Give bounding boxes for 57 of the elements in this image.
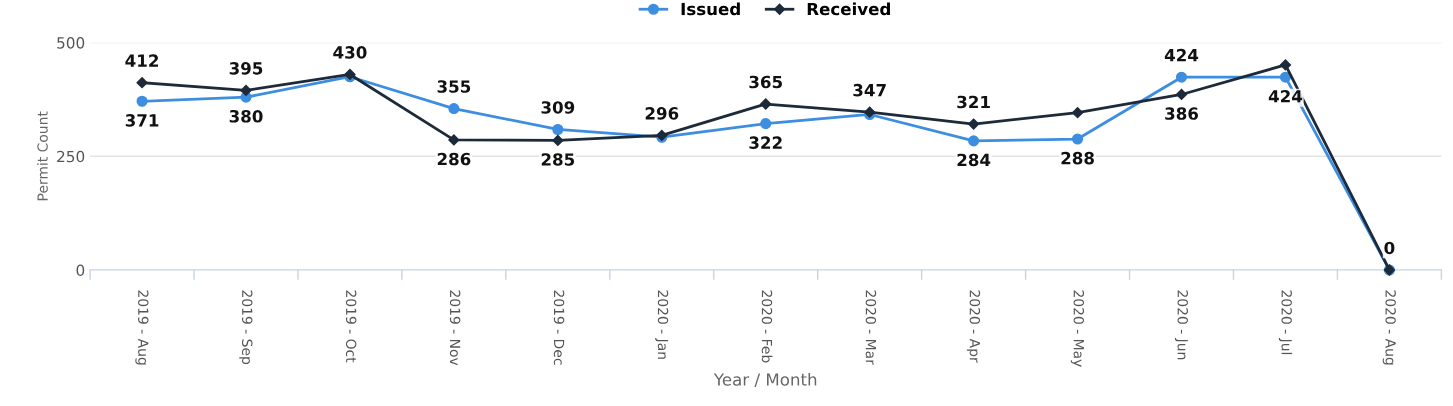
point xyxy=(1175,71,1188,83)
x-tick-label: 2019 - Nov xyxy=(449,290,461,366)
legend-label: Issued xyxy=(681,2,740,16)
point xyxy=(1072,133,1084,145)
data-label: 321 xyxy=(957,95,990,109)
data-label: 371 xyxy=(125,114,159,127)
x-tick-label: 2020 - Jan xyxy=(655,290,669,359)
point xyxy=(1279,71,1292,83)
x-tick-label: 2019 - Aug xyxy=(135,290,149,365)
data-label: 286 xyxy=(437,152,471,166)
y-tick-label: 0 xyxy=(76,264,85,277)
x-tick-label: 2020 - May xyxy=(1070,290,1085,367)
point xyxy=(136,77,148,89)
x-tick-label: 2020 - Jun xyxy=(1174,290,1188,360)
point xyxy=(448,103,460,115)
point xyxy=(1175,88,1188,101)
data-label: 386 xyxy=(1165,107,1199,120)
data-label: 430 xyxy=(333,46,367,59)
point xyxy=(1279,59,1292,71)
x-tick-label: 2020 - Apr xyxy=(966,290,981,363)
data-label: 309 xyxy=(541,101,575,114)
point xyxy=(552,134,564,146)
x-axis-title: Year / Month xyxy=(713,372,817,388)
data-label: 412 xyxy=(125,54,159,67)
data-label: 322 xyxy=(749,136,782,149)
data-label: 288 xyxy=(1061,151,1094,165)
x-tick-label: 2020 - Aug xyxy=(1382,290,1396,365)
data-label: 365 xyxy=(749,75,782,89)
point xyxy=(968,118,980,130)
legend-label: Received xyxy=(807,2,890,16)
point xyxy=(760,118,772,130)
y-axis-title: Permit Count xyxy=(37,111,48,201)
data-label: 355 xyxy=(437,80,471,93)
x-tick-label: 2020 - Mar xyxy=(865,290,877,365)
point xyxy=(760,98,772,110)
data-label: 0 xyxy=(1384,241,1395,255)
data-label: 285 xyxy=(541,153,575,166)
data-label: 347 xyxy=(853,83,886,97)
x-tick-label: 2020 - Feb xyxy=(761,290,773,363)
data-label: 424 xyxy=(1268,89,1303,103)
x-tick-label: 2019 - Oct xyxy=(345,290,357,363)
point xyxy=(136,95,148,107)
x-tick-label: 2020 - Jul xyxy=(1278,290,1293,355)
data-label: 395 xyxy=(229,62,263,75)
data-label: 296 xyxy=(645,107,679,120)
point xyxy=(240,84,252,96)
point xyxy=(1071,107,1084,119)
data-label: 424 xyxy=(1164,48,1199,62)
data-label: 284 xyxy=(957,153,991,167)
x-tick-label: 2019 - Dec xyxy=(553,290,565,365)
y-tick-label: 250 xyxy=(57,150,85,163)
point xyxy=(552,123,564,136)
point xyxy=(968,135,980,147)
x-tick-label: 2019 - Sep xyxy=(239,290,253,365)
y-tick-label: 500 xyxy=(57,37,85,49)
data-label: 380 xyxy=(229,109,263,123)
point xyxy=(448,134,460,146)
